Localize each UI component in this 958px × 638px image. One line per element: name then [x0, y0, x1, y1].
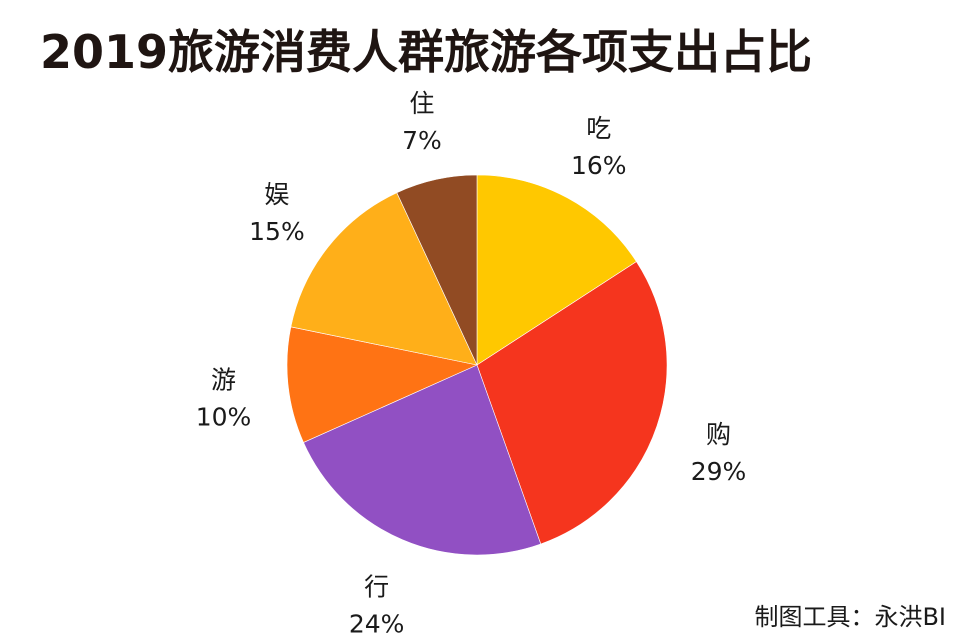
slice-category-label: 住	[409, 89, 434, 118]
pie-labels: 吃 16% 购 29% 行 24% 游 10% 娱 15% 住 7%	[196, 89, 747, 638]
slice-percent-label: 10%	[196, 403, 252, 432]
slice-percent-label: 15%	[249, 217, 305, 246]
slice-percent-label: 29%	[691, 457, 747, 486]
slice-category-label: 娱	[264, 180, 289, 209]
slice-percent-label: 16%	[571, 151, 627, 180]
slice-category-label: 购	[706, 420, 731, 449]
chart-credit: 制图工具：永洪BI	[754, 603, 946, 631]
pie-slice-5	[290, 192, 478, 366]
pie-slice-6	[396, 174, 478, 366]
pie-slice-2	[476, 261, 668, 545]
slice-category-label: 游	[211, 366, 236, 395]
pie-slice-4	[286, 326, 478, 443]
slice-percent-label: 24%	[349, 609, 405, 638]
pie-slice-1	[476, 174, 637, 366]
pie-slice-3	[303, 364, 542, 556]
slice-category-label: 行	[364, 572, 389, 601]
slice-category-label: 吃	[586, 114, 611, 143]
pie-slices	[286, 174, 668, 556]
slice-percent-label: 7%	[402, 126, 442, 155]
chart-title: 2019旅游消费人群旅游各项支出占比	[40, 25, 813, 79]
